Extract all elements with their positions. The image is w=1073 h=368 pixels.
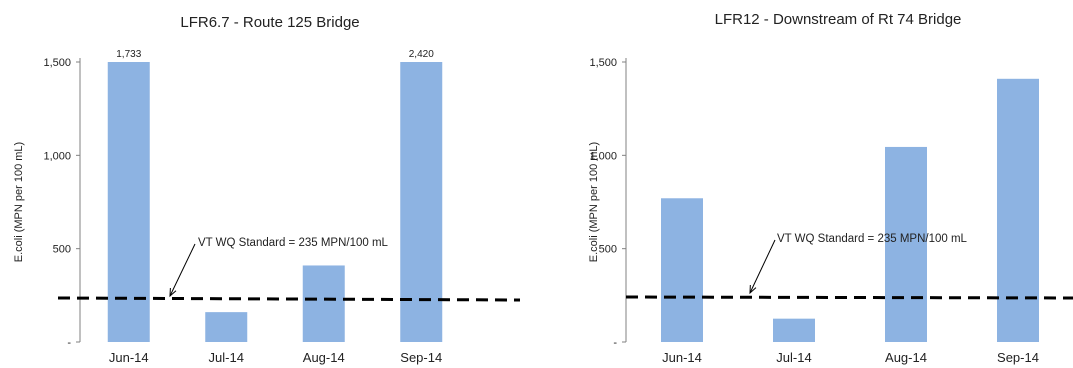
- x-tick-label: Aug-14: [885, 350, 927, 365]
- standard-line: [625, 295, 1073, 300]
- x-tick-label: Jul-14: [209, 350, 244, 365]
- y-axis-label: E.coli (MPN per 100 mL): [13, 142, 25, 262]
- standard-line: [57, 296, 521, 302]
- y-tick-label: -: [613, 337, 617, 349]
- y-tick-label: 1,000: [43, 150, 71, 162]
- y-tick-label: 500: [53, 244, 71, 256]
- y-tick-label: 1,000: [589, 150, 617, 162]
- standard-annotation: VT WQ Standard = 235 MPN/100 mL: [198, 237, 389, 249]
- bar: [400, 62, 443, 342]
- annotation-arrowhead: [169, 287, 177, 298]
- y-tick-label: 1,500: [43, 57, 71, 69]
- annotation-arrow: [169, 243, 196, 297]
- bar: [205, 312, 248, 342]
- bar: [997, 78, 1039, 343]
- x-tick-label: Aug-14: [303, 350, 345, 365]
- standard-annotation: VT WQ Standard = 235 MPN/100 mL: [777, 233, 968, 245]
- y-axis-label: E.coli (MPN per 100 mL): [588, 142, 600, 262]
- x-tick-label: Sep-14: [997, 350, 1039, 365]
- bar: [885, 146, 927, 342]
- x-tick-label: Jun-14: [109, 350, 149, 365]
- annotation-arrowhead: [749, 284, 757, 295]
- x-tick-label: Jul-14: [776, 350, 811, 365]
- chart-route-125-bridge: LFR6.7 - Route 125 Bridge E.coli (MPN pe…: [13, 14, 521, 365]
- y-tick-label: -: [67, 337, 71, 349]
- y-tick-label: 500: [599, 244, 617, 256]
- bar: [661, 198, 703, 342]
- bar: [107, 62, 150, 342]
- y-tick-label: 1,500: [589, 57, 617, 69]
- data-label: 1,733: [116, 49, 141, 60]
- chart-downstream-rt-74-bridge: LFR12 - Downstream of Rt 74 Bridge E.col…: [588, 11, 1073, 365]
- data-label: 2,420: [409, 49, 434, 60]
- bar: [773, 318, 815, 342]
- annotation-arrow: [749, 239, 776, 294]
- x-tick-label: Sep-14: [400, 350, 442, 365]
- x-tick-label: Jun-14: [662, 350, 702, 365]
- chart-title: LFR6.7 - Route 125 Bridge: [180, 14, 359, 31]
- chart-title: LFR12 - Downstream of Rt 74 Bridge: [715, 11, 962, 28]
- bar: [302, 265, 345, 342]
